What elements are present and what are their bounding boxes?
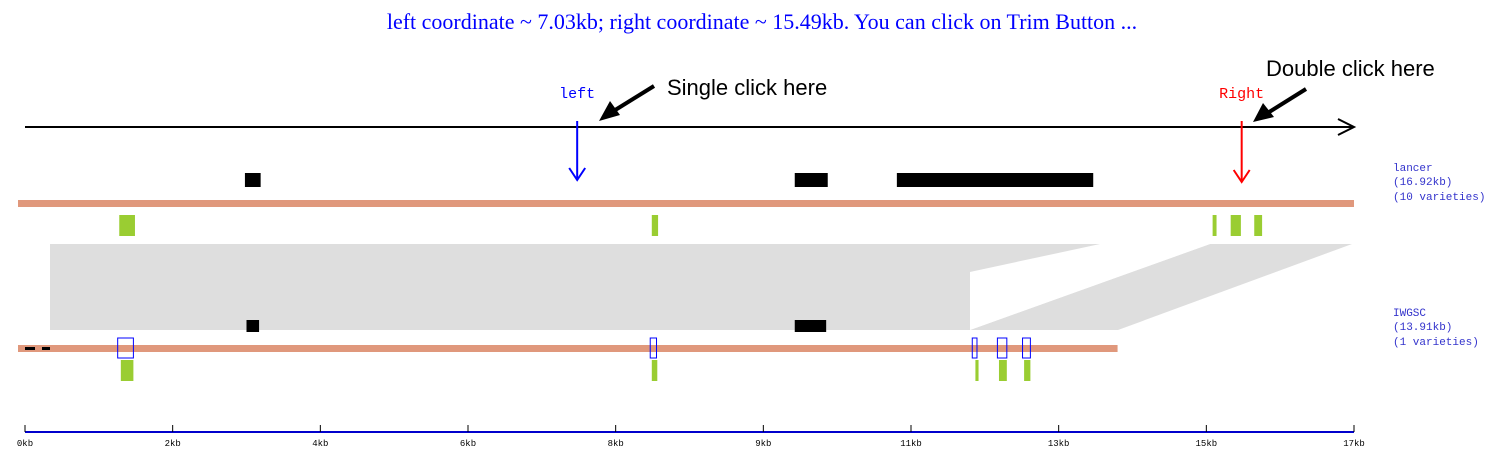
axis-tick-label: 0kb <box>17 439 33 449</box>
synteny-block-main <box>50 244 970 330</box>
lancer-track-length: (16.92kb) <box>1393 177 1452 189</box>
right-marker[interactable]: Right <box>1219 86 1264 184</box>
synteny-block-diagonal-b <box>970 244 1352 330</box>
lancer-gene-blocks <box>244 173 1094 187</box>
iwgsc-feature-boxes <box>117 337 1031 359</box>
synteny-block-diagonal-a <box>700 244 1100 330</box>
iwgsc-gap-marks <box>25 347 50 350</box>
axis-tick-label: 17kb <box>1343 439 1365 449</box>
iwgsc-gene-blocks <box>246 320 827 332</box>
double-click-label: Double click here <box>1266 56 1435 81</box>
axis-tick-label: 9kb <box>755 439 771 449</box>
feature-mark[interactable] <box>1230 215 1241 236</box>
single-click-arrow-shaft <box>610 84 656 114</box>
feature-mark[interactable] <box>1212 215 1217 236</box>
lancer-track-name: lancer <box>1393 163 1433 175</box>
iwgsc-track-length: (13.91kb) <box>1393 322 1452 334</box>
axis-tick-label: 2kb <box>165 439 181 449</box>
axis-tick-label: 15kb <box>1196 439 1218 449</box>
feature-mark[interactable] <box>119 215 135 236</box>
feature-box[interactable] <box>1022 337 1031 359</box>
left-marker-label: left <box>559 86 595 103</box>
gene-block[interactable] <box>794 320 827 332</box>
selection-line-arrowhead <box>1337 118 1357 136</box>
synteny-gap <box>970 244 1210 330</box>
gene-block[interactable] <box>244 173 261 187</box>
gene-block[interactable] <box>896 173 1094 187</box>
single-click-annotation: Single click here <box>599 75 827 121</box>
gene-block[interactable] <box>246 320 260 332</box>
feature-box[interactable] <box>117 337 134 359</box>
feature-mark[interactable] <box>651 215 659 236</box>
axis-tick-label: 6kb <box>460 439 476 449</box>
feature-mark[interactable] <box>975 360 979 381</box>
lancer-features <box>119 215 1263 236</box>
feature-mark[interactable] <box>1024 360 1031 381</box>
right-marker-arrowhead <box>1232 169 1251 184</box>
track-iwgsc[interactable]: IWGSC (13.91kb) (1 varieties) <box>18 308 1479 381</box>
axis-tick-label: 4kb <box>312 439 328 449</box>
feature-box[interactable] <box>996 337 1008 359</box>
axis-tick-label: 8kb <box>608 439 624 449</box>
feature-mark[interactable] <box>120 360 134 381</box>
feature-mark[interactable] <box>998 360 1007 381</box>
iwgsc-features <box>120 360 1031 381</box>
track-lancer[interactable]: lancer (16.92kb) (10 varieties) <box>18 163 1485 236</box>
single-click-arrow-icon <box>599 101 620 121</box>
right-marker-label: Right <box>1219 86 1264 103</box>
iwgsc-track-name: IWGSC <box>1393 308 1426 320</box>
double-click-arrow-shaft <box>1264 87 1308 116</box>
lancer-track-varieties: (10 varieties) <box>1393 192 1485 204</box>
feature-box[interactable] <box>971 337 978 359</box>
axis-tick-label: 11kb <box>900 439 922 449</box>
feature-mark[interactable] <box>1254 215 1263 236</box>
lancer-chromosome-bar[interactable] <box>18 200 1354 207</box>
single-click-label: Single click here <box>667 75 827 100</box>
feature-mark[interactable] <box>651 360 658 381</box>
iwgsc-chromosome-bar[interactable] <box>18 345 1118 352</box>
iwgsc-track-varieties: (1 varieties) <box>1393 337 1479 349</box>
gene-block[interactable] <box>794 173 828 187</box>
left-marker-arrowhead <box>568 167 587 182</box>
double-click-annotation: Double click here <box>1253 56 1435 122</box>
double-click-arrow-icon <box>1253 103 1274 122</box>
axis-tick-label: 13kb <box>1048 439 1070 449</box>
synteny-region <box>50 244 1352 330</box>
status-message: left coordinate ~ 7.03kb; right coordina… <box>386 9 1138 34</box>
left-marker[interactable]: left <box>559 86 595 182</box>
kb-axis: 0kb 2kb 4kb 6kb 8kb 9kb 11kb 13kb 15kb 17kb <box>17 425 1365 449</box>
feature-box[interactable] <box>649 337 658 359</box>
selection-line[interactable] <box>25 118 1357 136</box>
